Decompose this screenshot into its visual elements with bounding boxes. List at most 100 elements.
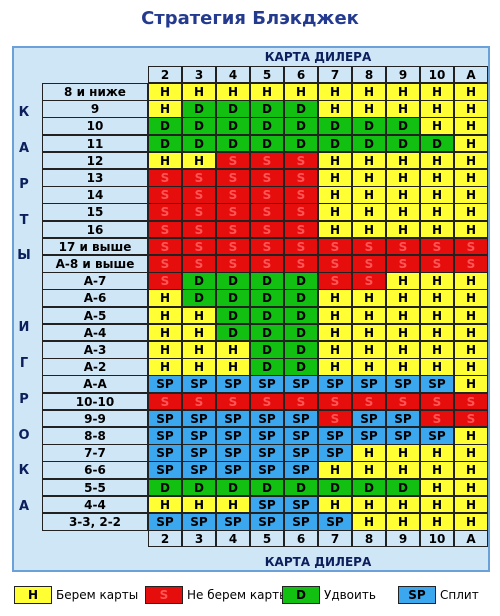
player-hand-label: 8 и ниже — [42, 83, 148, 101]
strategy-cell: S — [182, 220, 216, 239]
dealer-header-top: КАРТА ДИЛЕРА — [264, 50, 372, 64]
player-hand-label: 17 и выше — [42, 237, 148, 256]
player-hand-label: 4-4 — [42, 495, 148, 514]
player-hand-label: A-2 — [42, 358, 148, 376]
strategy-cell: H — [386, 444, 420, 462]
dealer-header-bottom: КАРТА ДИЛЕРА — [264, 555, 372, 569]
strategy-cell: H — [318, 169, 352, 187]
strategy-cell: D — [250, 323, 284, 342]
legend-label: Берем карты — [56, 588, 139, 602]
player-cards-vertical-label: К А Р Т Ы И Г Р О К А — [8, 105, 40, 535]
strategy-cell: SP — [216, 444, 250, 462]
strategy-cell: SP — [284, 409, 318, 428]
strategy-cell: S — [182, 169, 216, 187]
player-label-letter: А — [18, 499, 30, 515]
strategy-cell: H — [352, 83, 386, 101]
strategy-cell: D — [182, 117, 216, 136]
strategy-cell: H — [386, 100, 420, 118]
player-hand-label: A-3 — [42, 341, 148, 359]
strategy-cell: H — [352, 444, 386, 462]
strategy-cell: H — [386, 151, 420, 170]
strategy-cell: SP — [284, 375, 318, 394]
strategy-cell: H — [318, 306, 352, 325]
strategy-cell: H — [352, 358, 386, 376]
player-hand-label: A-4 — [42, 323, 148, 342]
player-label-letter: О — [18, 427, 30, 443]
strategy-cell: S — [284, 392, 318, 411]
legend-swatch: S — [145, 586, 183, 604]
strategy-cell: D — [148, 478, 182, 497]
player-label-letter: К — [18, 105, 30, 120]
strategy-cell: D — [284, 272, 318, 290]
strategy-cell: H — [420, 323, 454, 342]
strategy-cell: H — [318, 495, 352, 514]
strategy-cell: D — [148, 117, 182, 136]
strategy-cell: S — [318, 237, 352, 256]
strategy-cell: H — [318, 83, 352, 101]
strategy-cell: H — [182, 306, 216, 325]
strategy-cell: H — [420, 220, 454, 239]
player-hand-label: 9 — [42, 100, 148, 118]
strategy-cell: S — [148, 255, 182, 273]
strategy-cell: S — [284, 237, 318, 256]
player-hand-label: 7-7 — [42, 444, 148, 462]
strategy-cell: H — [148, 341, 182, 359]
strategy-cell: H — [216, 495, 250, 514]
legend-label: Удвоить — [324, 588, 376, 602]
strategy-cell: H — [352, 289, 386, 308]
strategy-cell: D — [182, 134, 216, 153]
strategy-cell: H — [454, 151, 488, 170]
strategy-cell: H — [386, 83, 420, 101]
dealer-card-footer: 9 — [386, 530, 420, 548]
dealer-card-footer: 4 — [216, 530, 250, 548]
player-hand-label: 6-6 — [42, 461, 148, 480]
strategy-cell: SP — [216, 375, 250, 394]
strategy-cell: D — [216, 134, 250, 153]
strategy-cell: S — [250, 151, 284, 170]
strategy-cell: SP — [250, 513, 284, 531]
dealer-card-header: 3 — [182, 66, 216, 83]
strategy-cell: H — [352, 169, 386, 187]
strategy-cell: S — [420, 392, 454, 411]
strategy-cell: SP — [148, 375, 182, 394]
strategy-cell: H — [420, 151, 454, 170]
strategy-cell: H — [284, 83, 318, 101]
strategy-cell: H — [454, 289, 488, 308]
strategy-cell: D — [352, 478, 386, 497]
strategy-cell: SP — [284, 427, 318, 445]
strategy-cell: D — [216, 478, 250, 497]
strategy-cell: S — [284, 255, 318, 273]
strategy-cell: S — [148, 169, 182, 187]
strategy-cell: H — [454, 186, 488, 204]
strategy-cell: H — [182, 323, 216, 342]
dealer-card-header: A — [454, 66, 488, 83]
strategy-cell: D — [250, 100, 284, 118]
strategy-cell: H — [386, 169, 420, 187]
strategy-cell: H — [454, 306, 488, 325]
strategy-cell: D — [250, 289, 284, 308]
strategy-cell: H — [420, 186, 454, 204]
strategy-cell: H — [386, 220, 420, 239]
strategy-cell: H — [216, 358, 250, 376]
strategy-cell: D — [250, 341, 284, 359]
strategy-cell: D — [284, 323, 318, 342]
strategy-cell: D — [250, 306, 284, 325]
strategy-cell: S — [386, 392, 420, 411]
player-hand-label: 15 — [42, 203, 148, 222]
strategy-cell: D — [318, 117, 352, 136]
legend-swatch: SP — [398, 586, 436, 604]
strategy-cell: H — [148, 100, 182, 118]
player-hand-label: A-6 — [42, 289, 148, 308]
strategy-cell: H — [454, 495, 488, 514]
strategy-cell: S — [216, 392, 250, 411]
strategy-cell: H — [386, 306, 420, 325]
player-hand-label: 10-10 — [42, 392, 148, 411]
strategy-cell: S — [182, 392, 216, 411]
strategy-cell: S — [182, 186, 216, 204]
strategy-cell: S — [386, 237, 420, 256]
strategy-cell: S — [250, 255, 284, 273]
strategy-cell: D — [420, 134, 454, 153]
strategy-cell: S — [454, 409, 488, 428]
strategy-cell: D — [386, 478, 420, 497]
player-label-letter: К — [18, 463, 30, 479]
